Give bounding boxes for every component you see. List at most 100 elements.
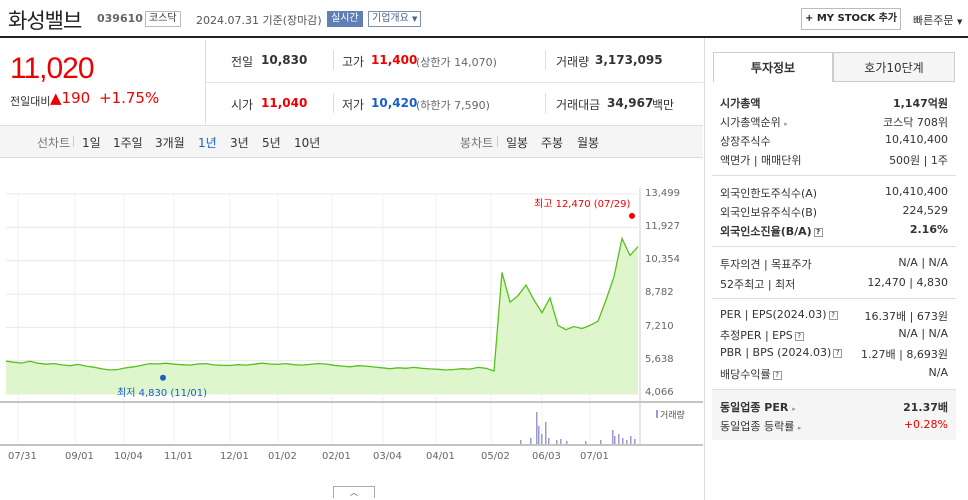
industry-rate-row: 동일업종 등락률 ▸ +0.28% — [720, 418, 948, 433]
tab-daily[interactable]: 일봉 — [506, 136, 529, 150]
high-annotation: 최고 12,470 (07/29) — [534, 199, 631, 210]
price-area — [6, 238, 638, 394]
chevron-up-icon: ︿ — [350, 488, 358, 497]
help-icon[interactable]: ? — [813, 227, 823, 237]
y-tick: 5,638 — [645, 354, 674, 365]
est-per-row: 추정PER | EPS? N/A | N/A — [720, 327, 948, 342]
range52-row: 52주최고 | 최저 12,470 | 4,830 — [720, 276, 948, 291]
volume-legend: 거래량 — [656, 408, 685, 421]
divider — [545, 93, 546, 113]
upper-limit: (상한가 14,070) — [416, 56, 497, 69]
industry-box — [712, 390, 956, 440]
help-icon[interactable]: ? — [833, 348, 843, 358]
volume-bar — [614, 436, 616, 444]
volume-bar — [545, 422, 547, 444]
tab-5y[interactable]: 5년 — [262, 136, 281, 150]
help-icon[interactable]: ? — [794, 331, 804, 341]
y-tick: 11,927 — [645, 221, 680, 232]
tab-1w[interactable]: 1주일 — [113, 136, 143, 150]
divider — [712, 175, 956, 176]
tab-orderbook[interactable]: 호가10단계 — [833, 52, 955, 82]
volume-legend-label: 거래량 — [660, 411, 685, 421]
x-tick: 06/03 — [532, 451, 561, 462]
y-tick: 8,782 — [645, 287, 674, 298]
cap-rank-row: 시가총액순위 ▸ 코스닥 708위 — [720, 116, 948, 129]
divider — [205, 40, 206, 124]
dividend-row: 배당수익률? N/A — [720, 366, 948, 381]
caret-right-icon: ▸ — [784, 120, 788, 128]
x-tick: 07/01 — [580, 451, 609, 462]
quick-order-dropdown[interactable]: 빠른주문 ▼ — [913, 12, 962, 28]
as-of-date: 2024.07.31 기준(장마감) — [196, 14, 322, 27]
help-icon[interactable]: ? — [772, 370, 782, 380]
per-row: PER | EPS(2024.03)? 16.37배 | 673원 — [720, 308, 948, 323]
volume-bar — [566, 441, 568, 444]
low-label: 저가 — [342, 98, 365, 112]
opinion-row: 투자의견 | 목표주가 N/A | N/A — [720, 256, 948, 271]
current-price: 11,020 — [10, 52, 95, 85]
x-tick: 03/04 — [373, 451, 402, 462]
tab-3m[interactable]: 3개월 — [155, 136, 185, 150]
stock-header — [0, 0, 968, 38]
company-info-dropdown[interactable]: 기업개요 ▼ — [368, 11, 422, 27]
candle-chart-label: 봉차트 — [460, 136, 494, 150]
tab-3y[interactable]: 3년 — [230, 136, 249, 150]
divider — [712, 246, 956, 247]
divider — [497, 136, 498, 147]
y-tick: 10,354 — [645, 254, 680, 265]
amount-value: 34,967 — [607, 96, 654, 110]
chevron-down-icon: ▼ — [956, 18, 963, 26]
volume-bar — [520, 440, 522, 444]
volume-bar — [530, 438, 532, 444]
tab-monthly[interactable]: 월봉 — [577, 136, 600, 150]
price-chart[interactable] — [0, 158, 703, 500]
foreign-hold-row: 외국인보유주식수(B) 224,529 — [720, 204, 948, 219]
caret-right-icon: ▸ — [797, 424, 802, 432]
volume-bar — [560, 439, 562, 444]
volume-bar — [626, 440, 628, 444]
x-tick: 11/01 — [164, 451, 193, 462]
low-annotation: 최저 4,830 (11/01) — [117, 388, 208, 399]
realtime-button[interactable]: 실시간 — [327, 11, 363, 27]
prev-close-label: 전일 — [231, 55, 254, 69]
x-tick: 12/01 — [220, 451, 249, 462]
lower-limit: (하한가 7,590) — [416, 99, 490, 112]
x-tick: 09/01 — [65, 451, 94, 462]
divider — [712, 389, 956, 390]
volume-bar — [600, 440, 602, 444]
volume-bar — [634, 439, 636, 444]
change-amount: 190 — [61, 89, 91, 107]
y-tick: 13,499 — [645, 188, 680, 199]
x-tick: 05/02 — [481, 451, 510, 462]
tab-10y[interactable]: 10년 — [294, 136, 321, 150]
tab-investment-info[interactable]: 투자정보 — [713, 52, 833, 82]
help-icon[interactable]: ? — [828, 310, 838, 320]
volume-bar — [548, 438, 550, 444]
tab-weekly[interactable]: 주봉 — [541, 136, 564, 150]
low-marker — [160, 374, 166, 381]
caret-right-icon: ▸ — [792, 405, 796, 413]
divider — [333, 50, 334, 70]
shares-row: 상장주식수 10,410,400 — [720, 133, 948, 148]
expand-chart-button[interactable]: ︿ — [333, 486, 375, 498]
tab-1d[interactable]: 1일 — [82, 136, 101, 150]
add-mystock-button[interactable]: + MY STOCK 추가 — [801, 8, 901, 30]
volume-bar — [556, 440, 558, 444]
volume-bar — [538, 426, 540, 444]
up-arrow-icon: ▲ — [50, 89, 62, 107]
y-tick: 7,210 — [645, 321, 674, 332]
volume-label: 거래량 — [556, 55, 590, 69]
market-badge: 코스닥 — [145, 11, 181, 27]
x-tick: 10/04 — [114, 451, 143, 462]
company-info-label: 기업개요 — [372, 13, 409, 24]
foreign-rate-row: 외국인소진율(B/A)? 2.16% — [720, 223, 948, 238]
divider — [206, 82, 703, 83]
high-value: 11,400 — [371, 53, 418, 67]
x-tick: 02/01 — [322, 451, 351, 462]
tab-1y[interactable]: 1년 — [198, 136, 217, 150]
y-tick: 4,066 — [645, 387, 674, 398]
pbr-row: PBR | BPS (2024.03)? 1.27배 | 8,693원 — [720, 346, 948, 361]
divider — [333, 93, 334, 113]
x-tick: 07/31 — [8, 451, 37, 462]
volume-bar — [541, 434, 543, 444]
